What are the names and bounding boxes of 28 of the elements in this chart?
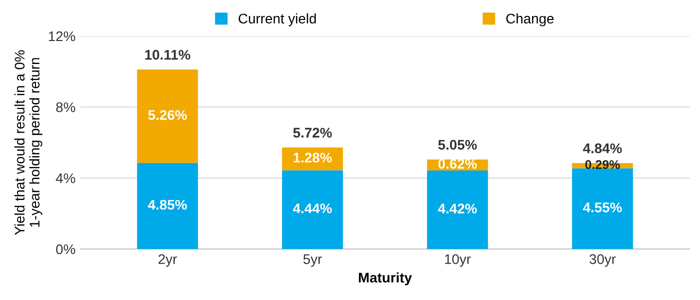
x-tick-label: 5yr — [303, 254, 322, 267]
x-axis-title: Maturity — [358, 272, 412, 286]
bar — [282, 170, 343, 249]
y-tick-label: 12% — [48, 31, 76, 42]
x-tick-label: 2yr — [158, 254, 177, 267]
x-tick-label: 10yr — [445, 254, 471, 267]
data-label: 4.44% — [293, 204, 332, 214]
x-tick-label: 30yr — [590, 254, 616, 267]
data-label: 4.42% — [438, 204, 477, 214]
bar — [572, 168, 633, 249]
bar — [137, 70, 198, 163]
total-label: 10.11% — [145, 50, 190, 60]
data-label: 0.62% — [438, 158, 477, 169]
total-label: 5.05% — [438, 140, 477, 150]
total-label: 5.72% — [293, 128, 332, 138]
data-label: 4.85% — [148, 200, 187, 210]
y-tick-label: 8% — [56, 102, 76, 112]
y-tick-label: 0% — [56, 244, 76, 254]
total-label: 4.84% — [583, 143, 622, 154]
legend-label: Change — [506, 13, 554, 26]
legend-label: Current yield — [238, 13, 316, 26]
data-label: 5.26% — [148, 110, 187, 120]
bar — [427, 170, 488, 249]
data-label: 1.28% — [294, 152, 332, 163]
data-label: 4.55% — [583, 202, 622, 212]
y-tick-label: 4% — [56, 173, 76, 184]
y-axis-title: Yield that would result in a 0% 1-year holding period return — [14, 50, 42, 235]
bar — [137, 162, 198, 249]
